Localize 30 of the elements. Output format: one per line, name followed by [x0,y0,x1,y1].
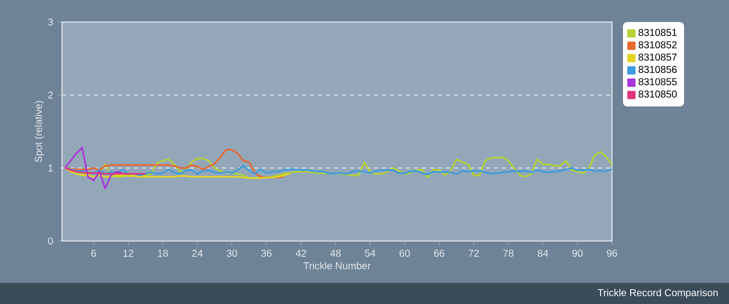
legend-label: 8310851 [638,28,677,36]
legend-label: 8310852 [638,41,677,48]
legend-label: 8310857 [638,54,677,61]
text: Trickle Record Comparison [598,288,718,298]
x-tick-label: 72 [468,250,479,257]
x-tick-label: 48 [330,250,341,257]
x-tick-label: 6 [91,250,96,257]
x-tick-label: 60 [400,250,410,257]
x-tick-label: 18 [158,250,168,257]
x-tick-label: 84 [538,250,548,257]
x-tick-label: 90 [572,250,583,257]
x-tick-label: 96 [606,250,618,257]
y-tick-label: 1 [48,164,53,172]
y-tick-label: 0 [48,237,53,245]
line-series [64,146,124,190]
x-tick-label: 42 [296,250,306,257]
x-tick-label: 78 [503,250,514,257]
x-tick-label: 54 [364,250,376,257]
y-tick-label: 3 [48,18,53,26]
x-tick-label: 30 [226,250,238,257]
x-tick-label: 66 [434,250,444,257]
legend-label: 8310855 [638,78,677,86]
legend-label: 8310850 [638,90,677,98]
y-tick-label: 2 [48,92,53,98]
y-axis-title: Spot (relative) [34,101,44,162]
x-tick-label: 24 [192,250,203,257]
x-axis-title: Trickle Number [304,262,371,270]
x-tick-label: 12 [123,250,134,257]
legend-label: 8310856 [638,66,677,73]
x-tick-label: 36 [261,250,272,257]
